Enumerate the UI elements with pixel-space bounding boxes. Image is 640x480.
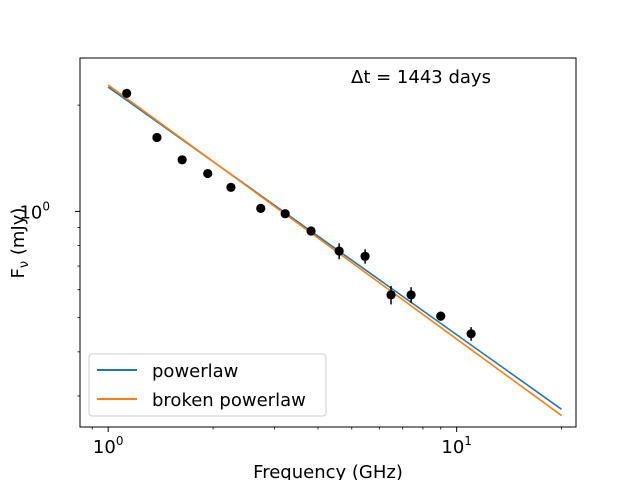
y-axis-label-rest: (mJy) — [8, 208, 29, 261]
plot-frame — [79, 57, 577, 428]
legend: powerlaw broken powerlaw — [88, 353, 327, 417]
data-point — [122, 88, 132, 98]
y-axis-label: Fν (mJy) — [8, 208, 32, 279]
x-tick-label: 100 — [93, 434, 124, 458]
data-point — [334, 246, 344, 256]
data-point — [256, 203, 266, 213]
data-points — [122, 88, 476, 341]
legend-box — [88, 353, 327, 417]
x-axis-label: Frequency (GHz) — [253, 462, 403, 480]
annotation-label: Δt = 1443 days — [351, 67, 491, 88]
data-point — [360, 251, 370, 261]
data-point — [203, 168, 213, 179]
data-point — [436, 311, 446, 321]
legend-label-powerlaw: powerlaw — [152, 361, 238, 382]
data-point — [466, 329, 476, 339]
data-point — [306, 226, 316, 236]
data-point — [406, 290, 416, 300]
y-axis-label-subscript: ν — [17, 261, 32, 268]
legend-label-broken-powerlaw: broken powerlaw — [152, 390, 306, 411]
data-point — [386, 290, 396, 300]
data-point — [152, 132, 162, 143]
data-point — [280, 209, 290, 219]
y-axis-label-main: F — [8, 268, 29, 278]
x-tick-label: 101 — [441, 434, 472, 458]
data-point — [177, 155, 187, 165]
data-point — [226, 182, 236, 192]
